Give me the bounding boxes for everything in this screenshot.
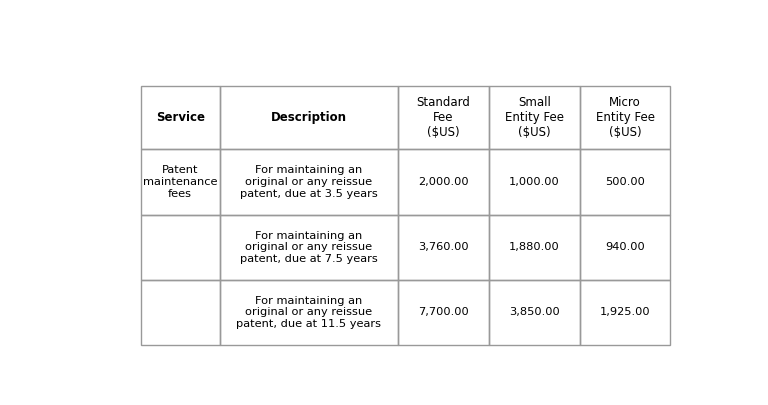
Bar [580, 280, 670, 345]
Text: 2,000.00: 2,000.00 [419, 177, 468, 187]
Text: 1,000.00: 1,000.00 [509, 177, 560, 187]
Text: 940.00: 940.00 [605, 242, 645, 252]
Text: For maintaining an
original or any reissue
patent, due at 11.5 years: For maintaining an original or any reiss… [237, 296, 382, 329]
Bar [220, 149, 398, 215]
Bar [141, 149, 220, 215]
Bar [398, 215, 489, 280]
Text: 7,700.00: 7,700.00 [418, 307, 469, 317]
Text: 3,760.00: 3,760.00 [419, 242, 468, 252]
Bar [220, 280, 398, 345]
Bar [398, 280, 489, 345]
Text: Micro
Entity Fee
($US): Micro Entity Fee ($US) [595, 96, 654, 139]
Bar [398, 149, 489, 215]
Bar [489, 215, 580, 280]
Bar [580, 86, 670, 149]
Bar [489, 149, 580, 215]
Bar [398, 86, 489, 149]
Text: Service: Service [156, 111, 204, 124]
Text: Standard
Fee
($US): Standard Fee ($US) [416, 96, 471, 139]
Text: 500.00: 500.00 [605, 177, 645, 187]
Bar [220, 215, 398, 280]
Bar [141, 215, 220, 280]
Bar [141, 86, 220, 149]
Bar [489, 86, 580, 149]
Bar [220, 86, 398, 149]
Text: Patent
maintenance
fees: Patent maintenance fees [143, 165, 217, 198]
Bar [489, 280, 580, 345]
Text: 1,925.00: 1,925.00 [600, 307, 650, 317]
Bar [580, 215, 670, 280]
Bar [141, 280, 220, 345]
Bar [580, 149, 670, 215]
Text: Small
Entity Fee
($US): Small Entity Fee ($US) [505, 96, 564, 139]
Text: 3,850.00: 3,850.00 [509, 307, 560, 317]
Text: Description: Description [271, 111, 347, 124]
Text: For maintaining an
original or any reissue
patent, due at 3.5 years: For maintaining an original or any reiss… [240, 165, 378, 198]
Text: For maintaining an
original or any reissue
patent, due at 7.5 years: For maintaining an original or any reiss… [240, 230, 378, 264]
Text: 1,880.00: 1,880.00 [509, 242, 560, 252]
